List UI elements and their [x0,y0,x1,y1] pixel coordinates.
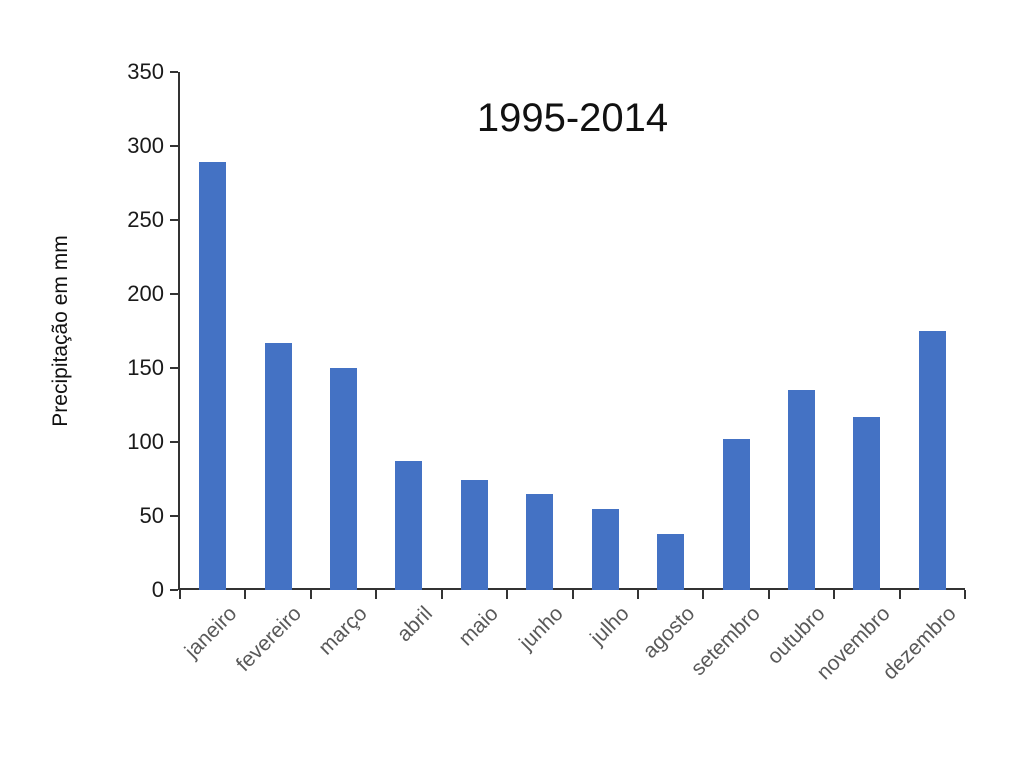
x-tick-label: setembro [686,602,765,681]
x-tick [179,590,181,599]
x-tick-label: maio [454,602,503,651]
bar-junho [526,493,554,590]
bar-março [330,368,358,590]
bar-abril [395,461,423,590]
x-tick [964,590,966,599]
x-tick [767,590,770,599]
bar-novembro [853,416,881,590]
x-tick [309,590,312,599]
y-tick [170,145,178,147]
y-tick [170,441,178,443]
x-tick [898,590,901,599]
x-tick [702,590,705,599]
x-tick-label: fevereiro [232,602,307,677]
x-tick [506,590,509,599]
y-axis-title: Precipitação em mm [49,235,72,427]
y-tick-label: 0 [151,577,164,602]
bar-setembro [722,439,750,590]
y-tick [170,589,178,591]
bar-fevereiro [264,342,292,590]
x-tick-label: abril [392,602,438,647]
y-tick [170,219,178,221]
y-tick-label: 50 [139,503,164,528]
bar-janeiro [199,162,227,590]
y-tick [170,515,178,517]
y-tick [170,293,178,295]
y-tick [170,71,178,73]
y-tick-label: 350 [127,59,164,84]
x-axis-line [178,588,965,590]
x-tick-label: março [314,602,372,660]
x-tick-label: agosto [638,602,699,663]
bar-maio [460,480,488,590]
bar-julho [591,508,619,590]
x-tick [571,590,574,599]
bar-agosto [657,533,685,590]
y-tick [170,367,178,369]
y-axis-line [178,72,180,590]
x-tick-label: janeiro [180,602,241,663]
x-tick [244,590,247,599]
y-tick-label: 150 [127,355,164,380]
x-tick [375,590,378,599]
bar-outubro [787,390,815,590]
y-tick-label: 200 [127,281,164,306]
y-tick-label: 100 [127,429,164,454]
x-tick [833,590,836,599]
y-tick-label: 250 [127,207,164,232]
bar-dezembro [918,331,946,590]
x-tick-label: junho [515,602,569,655]
x-tick [440,590,443,599]
chart-title: 1995-2014 [476,96,669,140]
x-tick [636,590,639,599]
y-tick-label: 300 [127,133,164,158]
x-tick-label: julho [585,602,634,650]
